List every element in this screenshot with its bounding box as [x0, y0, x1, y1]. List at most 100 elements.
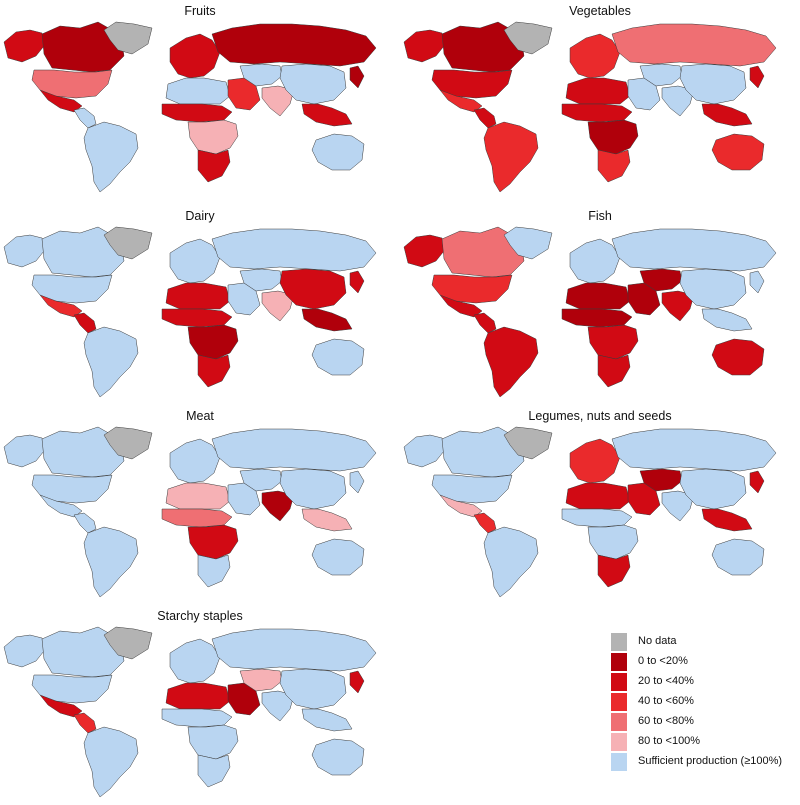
- legend-swatch: [611, 753, 627, 771]
- region-china: [279, 63, 347, 105]
- region-se-asia: [701, 308, 753, 332]
- region-sahel: [161, 103, 233, 123]
- region-japan: [749, 65, 765, 89]
- region-n-africa: [565, 482, 631, 510]
- region-n-africa: [165, 77, 231, 105]
- map-panel: Starchy staples: [0, 605, 400, 805]
- legend-item-20-40: 20 to <40%: [610, 672, 800, 692]
- region-c-asia: [239, 668, 283, 692]
- region-india: [261, 690, 295, 722]
- world-map: [403, 426, 777, 598]
- region-russia: [211, 428, 377, 472]
- region-india: [661, 290, 695, 322]
- region-mid-africa: [187, 119, 239, 155]
- region-greenland: [503, 426, 553, 460]
- legend-item-no-data: No data: [610, 632, 800, 652]
- region-australia: [311, 538, 365, 576]
- region-alaska: [3, 29, 45, 63]
- panel-title: Dairy: [185, 209, 215, 223]
- region-japan: [749, 470, 765, 494]
- region-australia: [711, 133, 765, 171]
- region-india: [661, 85, 695, 117]
- region-s-africa: [597, 149, 631, 183]
- region-se-asia: [301, 708, 353, 732]
- panel-title: Legumes, nuts and seeds: [528, 409, 672, 423]
- region-alaska: [403, 29, 445, 63]
- region-sahel: [161, 508, 233, 528]
- panel-title: Fish: [588, 209, 612, 223]
- region-usa: [31, 474, 113, 504]
- region-greenland: [503, 21, 553, 55]
- region-mid-africa: [187, 324, 239, 360]
- region-n-africa: [165, 682, 231, 710]
- region-greenland: [103, 626, 153, 660]
- legend-swatch: [611, 673, 627, 691]
- region-sahel: [161, 308, 233, 328]
- world-map: [403, 226, 777, 398]
- region-india: [261, 85, 295, 117]
- region-australia: [311, 738, 365, 776]
- legend-label: 80 to <100%: [638, 735, 701, 747]
- region-c-asia: [639, 63, 683, 87]
- region-greenland: [103, 226, 153, 260]
- region-europe: [169, 638, 221, 684]
- region-australia: [311, 338, 365, 376]
- region-alaska: [3, 234, 45, 268]
- region-mid-africa: [187, 524, 239, 560]
- map-panel: Legumes, nuts and seeds: [400, 405, 800, 605]
- region-s-africa: [197, 554, 231, 588]
- region-central-am: [73, 107, 97, 129]
- region-europe: [169, 238, 221, 284]
- region-india: [261, 490, 295, 522]
- legend-item-60-80: 60 to <80%: [610, 712, 800, 732]
- region-c-asia: [239, 268, 283, 292]
- region-n-africa: [565, 77, 631, 105]
- region-canada: [441, 21, 525, 73]
- region-russia: [211, 628, 377, 672]
- legend-item-0-20: 0 to <20%: [610, 652, 800, 672]
- region-china: [279, 268, 347, 310]
- map-panel: Meat: [0, 405, 400, 605]
- region-canada: [41, 21, 125, 73]
- region-canada: [441, 426, 525, 478]
- region-c-asia: [239, 468, 283, 492]
- region-greenland: [103, 21, 153, 55]
- region-europe: [569, 238, 621, 284]
- legend-label: Sufficient production (≥100%): [638, 755, 783, 767]
- region-south-am: [483, 326, 539, 398]
- region-mid-africa: [587, 119, 639, 155]
- region-australia: [711, 338, 765, 376]
- region-se-asia: [301, 308, 353, 332]
- legend-item-40-60: 40 to <60%: [610, 692, 800, 712]
- region-alaska: [3, 434, 45, 468]
- region-alaska: [403, 434, 445, 468]
- region-s-africa: [597, 354, 631, 388]
- region-c-asia: [239, 63, 283, 87]
- region-south-am: [483, 526, 539, 598]
- panel-title: Fruits: [184, 4, 216, 18]
- legend-label: 40 to <60%: [638, 695, 694, 707]
- region-alaska: [3, 634, 45, 668]
- region-s-africa: [197, 354, 231, 388]
- region-se-asia: [301, 103, 353, 127]
- panel-title: Starchy staples: [157, 609, 243, 623]
- world-map: [3, 226, 377, 398]
- region-south-am: [483, 121, 539, 193]
- region-greenland: [103, 426, 153, 460]
- region-usa: [431, 274, 513, 304]
- region-canada: [41, 426, 125, 478]
- region-china: [679, 63, 747, 105]
- region-usa: [31, 674, 113, 704]
- region-europe: [569, 33, 621, 79]
- region-c-asia: [639, 268, 683, 292]
- region-usa: [431, 474, 513, 504]
- region-canada: [441, 226, 525, 278]
- region-south-am: [83, 326, 139, 398]
- legend-swatch: [611, 633, 627, 651]
- region-c-asia: [639, 468, 683, 492]
- world-map: [3, 426, 377, 598]
- region-china: [279, 668, 347, 710]
- region-n-africa: [565, 282, 631, 310]
- region-sahel: [561, 508, 633, 528]
- region-central-am: [73, 712, 97, 734]
